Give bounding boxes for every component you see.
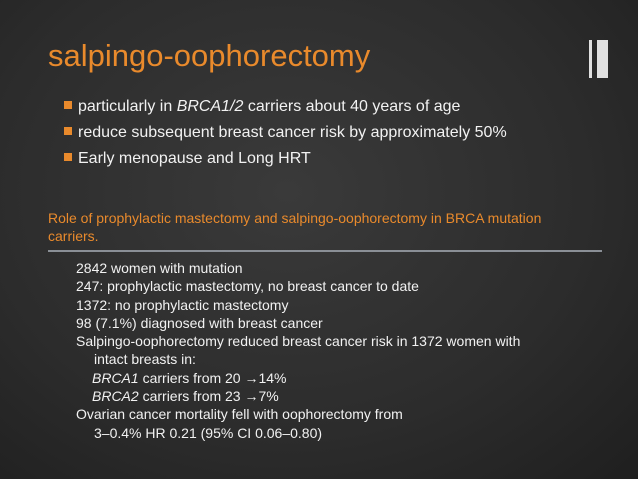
box-line: BRCA2 carriers from 23 →7% <box>76 387 520 405</box>
text-run: reduce subsequent breast cancer risk by … <box>78 124 507 141</box>
bullet: reduce subsequent breast cancer risk by … <box>64 123 507 149</box>
text-run: 1372: no prophylactic mastectomy <box>76 296 289 313</box>
slide-title: salpingo-oophorectomy <box>48 38 371 73</box>
text-run: Ovarian cancer mortality fell with oopho… <box>76 406 403 423</box>
divider <box>48 250 602 252</box>
text-run: carriers from 20 →14% <box>138 369 287 386</box>
text-run: 2842 women with mutation <box>76 260 243 276</box>
bullet: Early menopause and Long HRT <box>64 149 507 175</box>
box-line: 2842 women with mutation <box>76 259 520 277</box>
box-line: BRCA1 carriers from 20 →14% <box>76 369 520 387</box>
bullet-marker <box>64 127 72 135</box>
box-line: intact breasts in: <box>76 350 520 368</box>
text-run: BRCA1 <box>92 369 139 386</box>
text-run: carriers from 23 →7% <box>138 388 279 405</box>
bullet-marker <box>64 101 72 109</box>
text-box: 2842 women with mutation 247: prophylacti… <box>76 259 520 442</box>
box-line: Salpingo-oophorectomy reduced breast can… <box>76 332 520 350</box>
text-run: particularly in <box>78 98 177 115</box>
box-line: Ovarian cancer mortality fell with oopho… <box>76 405 520 423</box>
text-run: Salpingo-oophorectomy reduced breast can… <box>76 333 521 350</box>
text-run: intact breasts in: <box>94 351 196 368</box>
bullet: particularly in BRCA1/2 carriers about 4… <box>64 97 507 123</box>
bullet-marker <box>64 153 72 161</box>
bullet-list: particularly in BRCA1/2 carriers about 4… <box>64 97 507 175</box>
box-line: 98 (7.1%) diagnosed with breast cancer <box>76 314 520 332</box>
text-run: BRCA2 <box>92 388 139 405</box>
text-run: 3–0.4% HR 0.21 (95% CI 0.06–0.80) <box>94 424 323 441</box>
caption: Role of prophylactic mastectomy and salp… <box>48 210 542 244</box>
text-run: Early menopause and Long HRT <box>78 150 311 167</box>
text-run: 247: prophylactic mastectomy, no breast … <box>76 278 419 295</box>
decor-bar <box>589 40 592 78</box>
box-line: 247: prophylactic mastectomy, no breast … <box>76 277 520 295</box>
text-run: carriers about 40 years of age <box>243 98 461 115</box>
decor-bar <box>597 40 608 78</box>
text-run: BRCA1/2 <box>176 98 244 115</box>
box-line: 3–0.4% HR 0.21 (95% CI 0.06–0.80) <box>76 424 520 442</box>
box-line: 1372: no prophylactic mastectomy <box>76 296 520 314</box>
text-run: 98 (7.1%) diagnosed with breast cancer <box>76 314 323 331</box>
